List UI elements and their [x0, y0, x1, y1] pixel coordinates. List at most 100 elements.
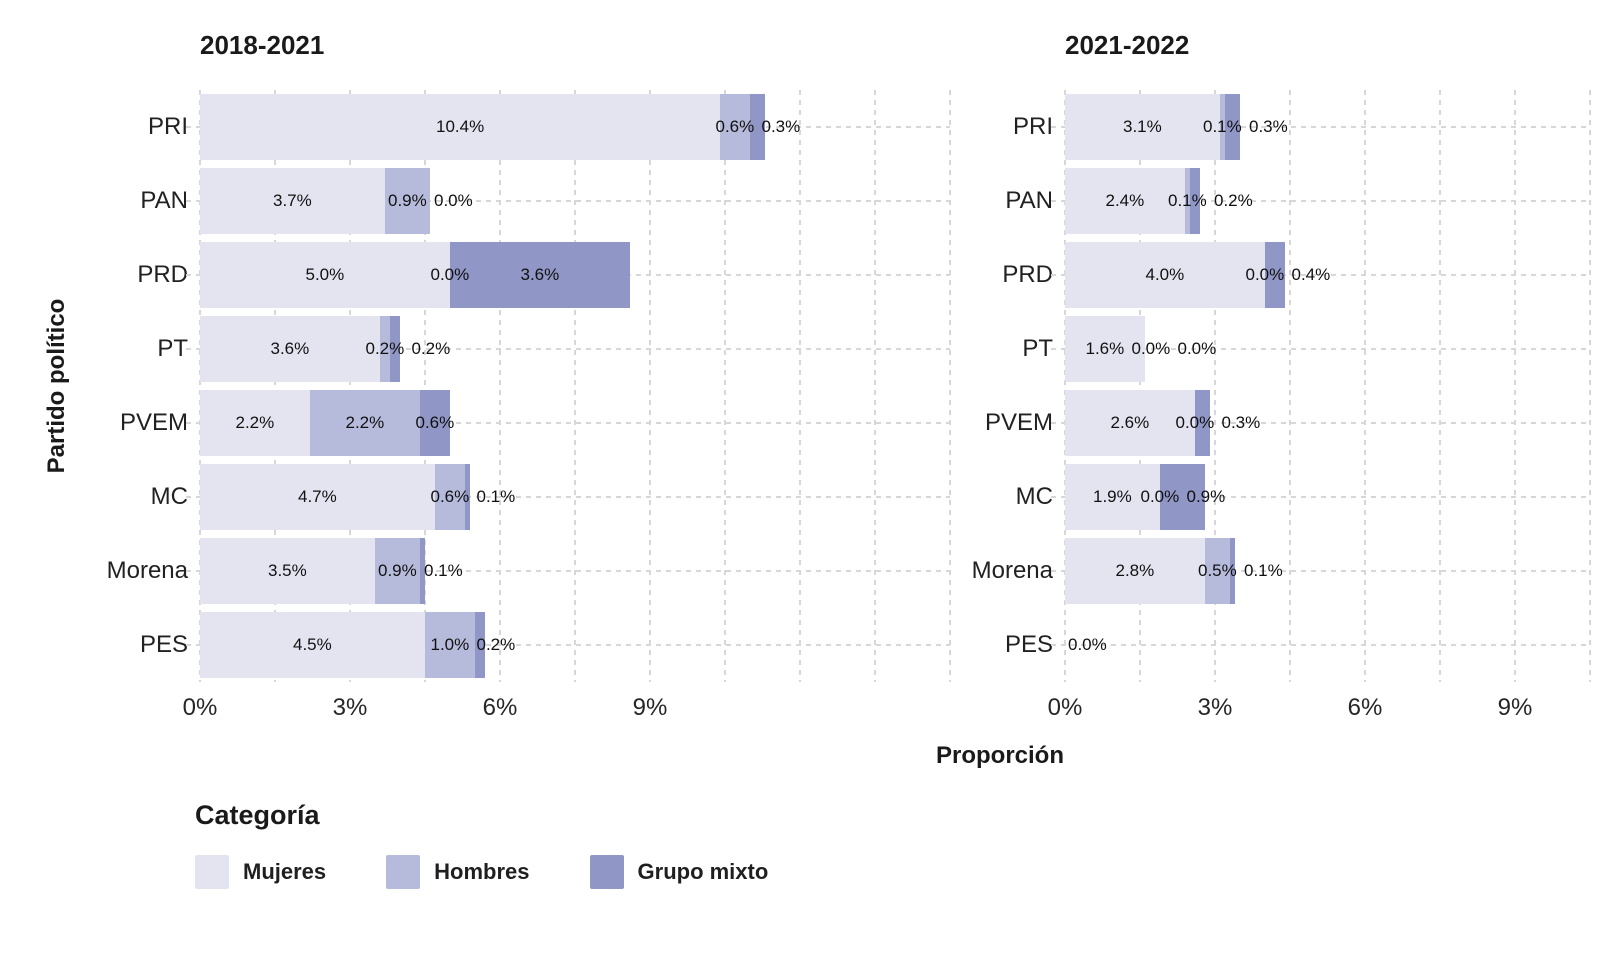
- bar-segment-grupo-mixto: [1230, 538, 1235, 604]
- bar-segment-mujeres: [200, 612, 425, 678]
- y-axis-label: PT: [1022, 335, 1053, 362]
- bar-row: 2.8% 0.5% 0.1%: [1065, 538, 1590, 604]
- x-axis-ticks-left: 0% 3% 6% 9%: [183, 694, 950, 726]
- bar-segment-mujeres: [200, 168, 385, 234]
- gridline-vertical: [1289, 90, 1291, 682]
- bar-segment-mujeres: [1065, 316, 1145, 382]
- bar-value-label: 0.1%: [1244, 561, 1283, 580]
- bar-row: 2.2% 2.2% 0.6%: [200, 390, 950, 456]
- bar-value-label: 4.5%: [293, 635, 332, 654]
- gridline-vertical: [649, 90, 651, 682]
- x-tick-label: 3%: [332, 694, 368, 721]
- y-axis-label: PRI: [147, 113, 188, 140]
- bar-value-label: 0.0%: [1245, 265, 1285, 284]
- gridline-horizontal: [186, 644, 950, 646]
- legend-label: Mujeres: [243, 859, 327, 884]
- bar-segment-mujeres: [200, 538, 375, 604]
- y-axis-label: PRD: [137, 261, 188, 288]
- y-axis-label: PAN: [140, 187, 188, 214]
- bar-segment-hombres: [380, 316, 390, 382]
- bar-segment-grupo-mixto: [1225, 94, 1240, 160]
- x-tick-label: 0%: [1047, 694, 1083, 721]
- legend-swatch-mujeres: [195, 855, 229, 889]
- y-axis-label: MC: [1015, 483, 1053, 510]
- bar-segment-mujeres: [1065, 94, 1220, 160]
- y-axis-labels-left: PRI PAN PRD PT PVEM MC Morena PES: [85, 90, 188, 682]
- gridline-horizontal: [1051, 422, 1590, 424]
- bar-value-label: 0.0%: [1140, 487, 1180, 506]
- bar-value-label: 0.0%: [1068, 635, 1107, 654]
- bar-value-label: 0.0%: [1175, 413, 1215, 432]
- bar-value-label: 0.2%: [365, 339, 405, 358]
- bar-value-label: 4.7%: [298, 487, 337, 506]
- bar-segment-hombres: [720, 94, 750, 160]
- bar-value-label: 2.2%: [235, 413, 275, 432]
- bar-value-label: 2.4%: [1105, 191, 1145, 210]
- y-axis-label: PRI: [1012, 113, 1053, 140]
- gridline-vertical: [424, 90, 426, 682]
- bar-segment-grupo-mixto: [1195, 390, 1210, 456]
- bar-value-label: 0.0%: [434, 191, 473, 210]
- bar-segment-mujeres: [200, 390, 310, 456]
- bar-segment-mujeres: [200, 316, 380, 382]
- bar-segment-grupo-mixto: [465, 464, 470, 530]
- bar-segment-mujeres: [1065, 168, 1185, 234]
- gridline-vertical: [1589, 90, 1591, 682]
- bar-segment-mujeres: [1065, 242, 1265, 308]
- bar-segment-grupo-mixto: [450, 242, 630, 308]
- bar-value-label: 4.0%: [1145, 265, 1185, 284]
- gridline-vertical: [274, 90, 276, 682]
- bar-value-label: 0.3%: [761, 117, 801, 136]
- bar-value-label: 0.3%: [1221, 413, 1261, 432]
- gridline-horizontal: [1051, 644, 1590, 646]
- gridline-vertical: [949, 90, 951, 682]
- bar-value-label: 1.0%: [430, 635, 470, 654]
- legend-items: Mujeres Hombres Grupo mixto: [195, 855, 768, 889]
- bar-row: 4.7% 0.6% 0.1%: [200, 464, 950, 530]
- gridline-vertical: [1064, 90, 1066, 682]
- bar-row: 1.6% 0.0% 0.0%: [1065, 316, 1590, 382]
- bar-value-label: 0.6%: [430, 487, 470, 506]
- facet-title-right: 2021-2022: [1065, 30, 1190, 60]
- x-tick-label: 6%: [482, 694, 518, 721]
- bar-row: 3.6% 0.2% 0.2%: [200, 316, 950, 382]
- plot-area-left: 10.4% 0.6% 0.3% 3.7% 0.9% 0.0% 5.0% 0.0% 3.6% 3.6…: [186, 90, 951, 682]
- bar-value-label: 3.7%: [273, 191, 312, 210]
- bar-value-label: 0.6%: [715, 117, 755, 136]
- legend-title: Categoría: [195, 800, 320, 830]
- bar-value-label: 0.5%: [1198, 561, 1237, 580]
- bar-segment-grupo-mixto: [1265, 242, 1285, 308]
- bar-value-label: 0.1%: [424, 561, 463, 580]
- bar-value-label: 0.1%: [476, 487, 516, 506]
- legend: Categoría Mujeres Hombres Grupo mixto: [195, 800, 768, 889]
- x-tick-label: 0%: [182, 694, 218, 721]
- bar-segment-mujeres: [200, 242, 450, 308]
- gridline-vertical: [724, 90, 726, 682]
- bar-value-label: 10.4%: [436, 117, 485, 136]
- gridline-horizontal: [1051, 570, 1590, 572]
- legend-item: Hombres: [386, 855, 530, 889]
- gridline-horizontal: [1051, 496, 1590, 498]
- y-axis-labels-right: PRI PAN PRD PT PVEM MC Morena PES: [950, 90, 1053, 682]
- bar-segment-hombres: [310, 390, 420, 456]
- bar-row: 4.0% 0.0% 0.4%: [1065, 242, 1590, 308]
- bar-segment-mujeres: [1065, 464, 1160, 530]
- y-axis-title: Partido político: [43, 298, 70, 474]
- y-axis-label: PES: [1004, 631, 1053, 658]
- bar-segment-grupo-mixto: [420, 538, 425, 604]
- bar-segment-grupo-mixto: [390, 316, 400, 382]
- gridline-vertical: [1514, 90, 1516, 682]
- legend-swatch-grupo-mixto: [589, 855, 624, 889]
- bar-segment-hombres: [385, 168, 430, 234]
- bar-row: 1.9% 0.0% 0.9%: [1065, 464, 1590, 530]
- bar-segment-mujeres: [1065, 538, 1205, 604]
- bar-value-label: 0.2%: [1214, 191, 1253, 210]
- bar-row: 2.4% 0.1% 0.2%: [1065, 168, 1590, 234]
- bar-value-label: 5.0%: [305, 265, 345, 284]
- bar-value-label: 0.6%: [415, 413, 455, 432]
- bar-value-label: 1.9%: [1093, 487, 1132, 506]
- gridline-vertical: [499, 90, 501, 682]
- bar-segment-hombres: [1205, 538, 1230, 604]
- bar-value-label: 0.2%: [476, 635, 516, 654]
